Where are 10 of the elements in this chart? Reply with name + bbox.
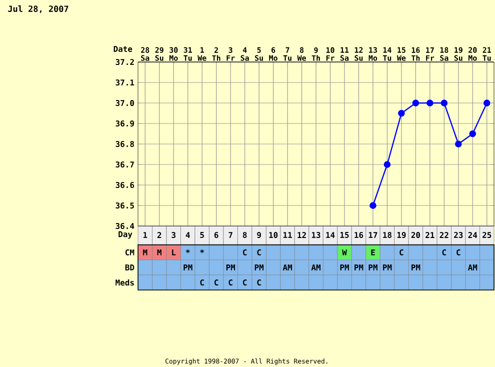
point <box>483 100 490 106</box>
point <box>469 130 476 138</box>
point <box>455 140 462 148</box>
point <box>384 161 391 168</box>
point <box>412 100 420 106</box>
point <box>440 100 448 106</box>
text: Jul 28, 2007 <box>8 5 68 14</box>
point <box>426 100 434 106</box>
point <box>370 202 376 209</box>
point <box>398 110 405 117</box>
